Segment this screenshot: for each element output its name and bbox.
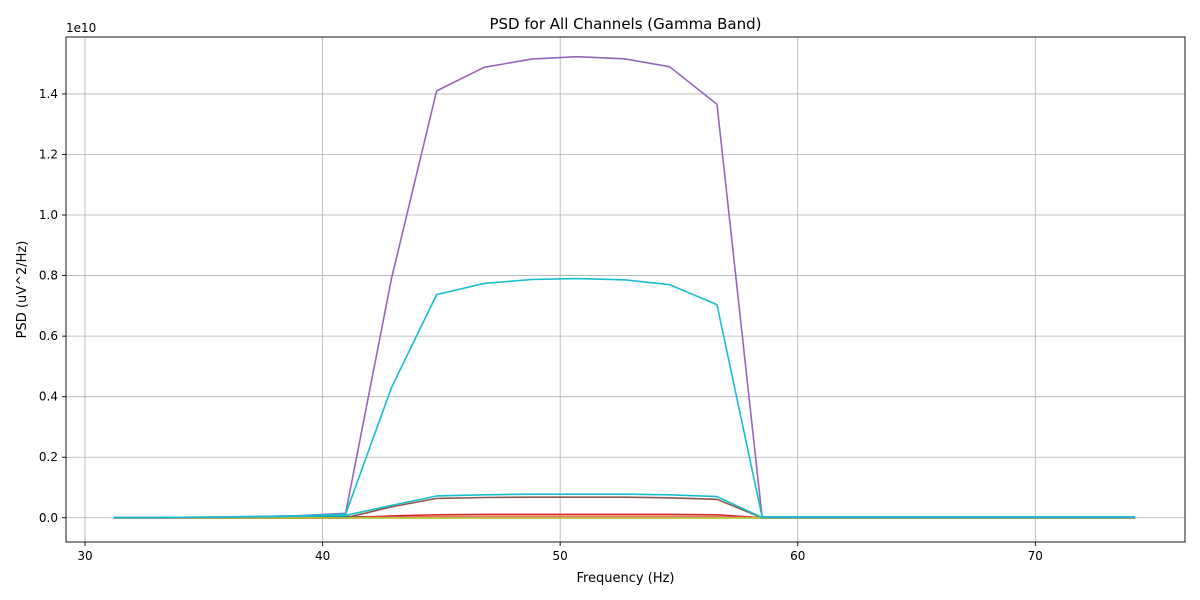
x-axis-label: Frequency (Hz) — [576, 571, 674, 586]
series-line-10 — [113, 55, 1136, 519]
plot-area-frame — [65, 36, 1186, 543]
x-tick-label: 70 — [1028, 549, 1043, 563]
axis-ticks: 30 40 50 60 70 0.0 0.2 0.4 0.6 0.8 1.0 1.2 1.4 — [39, 87, 1043, 563]
x-tick-label: 40 — [315, 549, 330, 563]
y-axis-label: PSD (uV^2/Hz) — [15, 241, 30, 339]
y-tick-label: 0.2 — [39, 450, 58, 464]
y-tick-label: 1.2 — [39, 147, 58, 161]
y-tick-label: 0.6 — [39, 329, 58, 343]
chart-title: PSD for All Channels (Gamma Band) — [489, 15, 761, 33]
series-lines — [113, 55, 1136, 519]
y-axis-offset-label: 1e10 — [66, 21, 96, 35]
y-tick-label: 0.0 — [39, 511, 58, 525]
grid-lines — [66, 37, 1185, 542]
y-tick-label: 1.4 — [39, 87, 58, 101]
y-tick-label: 0.8 — [39, 269, 58, 283]
x-tick-label: 50 — [553, 549, 568, 563]
y-tick-label: 1.0 — [39, 208, 58, 222]
series-line-11 — [113, 277, 1136, 519]
y-tick-label: 0.4 — [39, 390, 58, 404]
x-tick-label: 30 — [77, 549, 92, 563]
x-tick-label: 60 — [790, 549, 805, 563]
